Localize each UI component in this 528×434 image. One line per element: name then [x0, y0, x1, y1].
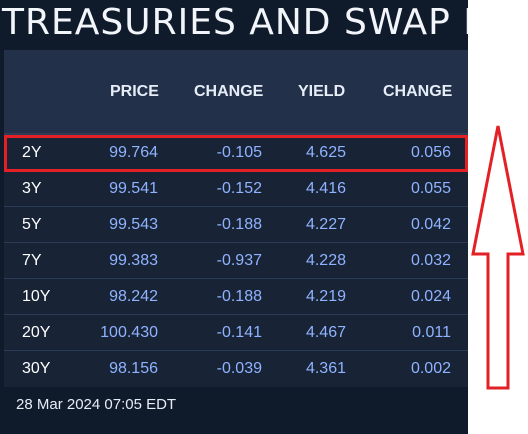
yield-value: 4.227	[305, 216, 346, 233]
price-value: 98.242	[109, 288, 158, 305]
up-arrow-shape	[471, 125, 525, 390]
price-value: 98.156	[109, 360, 158, 377]
yield-value: 4.361	[305, 360, 346, 377]
tenor-label: 5Y	[22, 216, 42, 233]
tenor-label: 3Y	[22, 180, 42, 197]
rates-table: PRICE CHANGE YIELD CHANGE 2Y 99.764 -0.1…	[4, 50, 468, 387]
price-value: 99.764	[109, 144, 158, 161]
header-yield: YIELD	[298, 83, 346, 100]
panel-title: TREASURIES AND SWAP RA	[2, 2, 468, 43]
yield-value: 4.228	[305, 252, 346, 269]
price-change-value: -0.105	[216, 144, 262, 161]
table-row[interactable]: 20Y 100.430 -0.141 4.467 0.011	[4, 314, 468, 351]
tenor-label: 30Y	[22, 360, 51, 377]
yield-change-value: 0.002	[410, 360, 451, 377]
yield-change-value: 0.042	[410, 216, 451, 233]
rates-panel: TREASURIES AND SWAP RA PRICE CHANGE YIEL…	[0, 0, 468, 434]
header-price: PRICE	[110, 83, 159, 100]
table-row[interactable]: 7Y 99.383 -0.937 4.228 0.032	[4, 242, 468, 279]
table-row[interactable]: 2Y 99.764 -0.105 4.625 0.056	[4, 134, 468, 171]
header-change: CHANGE	[194, 83, 264, 100]
tenor-label: 10Y	[22, 288, 51, 305]
tenor-label: 2Y	[22, 144, 42, 161]
price-value: 99.541	[109, 180, 158, 197]
price-change-value: -0.188	[216, 288, 262, 305]
tenor-label: 7Y	[22, 252, 42, 269]
yield-value: 4.625	[305, 144, 346, 161]
tenor-label: 20Y	[22, 324, 51, 341]
price-value: 100.430	[100, 324, 158, 341]
table-header: PRICE CHANGE YIELD CHANGE	[4, 50, 468, 134]
table-row[interactable]: 5Y 99.543 -0.188 4.227 0.042	[4, 206, 468, 243]
yield-change-value: 0.056	[410, 144, 451, 161]
price-change-value: -0.152	[216, 180, 262, 197]
yield-change-value: 0.024	[410, 288, 451, 305]
price-change-value: -0.039	[216, 360, 262, 377]
yield-value: 4.416	[305, 180, 346, 197]
highlight-box	[4, 135, 468, 172]
yield-change-value: 0.032	[410, 252, 451, 269]
yield-value: 4.467	[305, 324, 346, 341]
table-row[interactable]: 30Y 98.156 -0.039 4.361 0.002	[4, 350, 468, 387]
table-row[interactable]: 10Y 98.242 -0.188 4.219 0.024	[4, 278, 468, 315]
price-value: 99.383	[109, 252, 158, 269]
timestamp: 28 Mar 2024 07:05 EDT	[16, 396, 177, 413]
yield-change-value: 0.055	[410, 180, 451, 197]
header-change-yield: CHANGE	[383, 83, 453, 100]
yield-change-value: 0.011	[412, 324, 451, 341]
price-change-value: -0.937	[216, 252, 262, 269]
table-row[interactable]: 3Y 99.541 -0.152 4.416 0.055	[4, 170, 468, 207]
yield-value: 4.219	[305, 288, 346, 305]
price-change-value: -0.188	[216, 216, 262, 233]
up-arrow-icon	[471, 125, 525, 390]
price-value: 99.543	[109, 216, 158, 233]
price-change-value: -0.141	[216, 324, 262, 341]
